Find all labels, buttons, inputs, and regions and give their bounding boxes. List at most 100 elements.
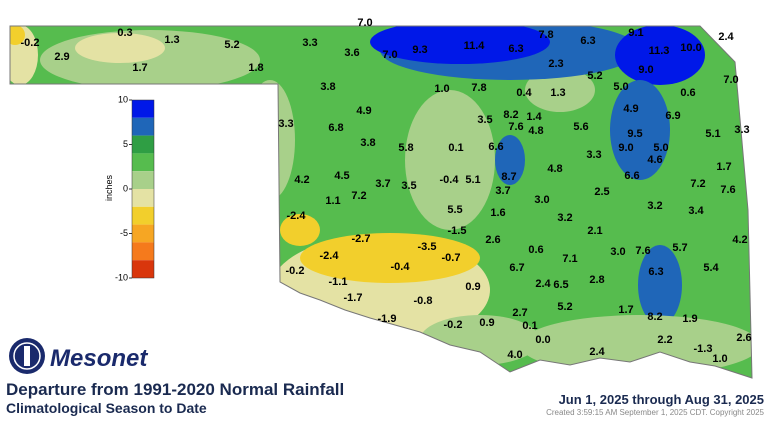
station-value: 1.0 [712,353,727,365]
station-value: -2.4 [320,250,340,262]
station-value: 7.0 [723,74,738,86]
station-value: 5.1 [465,174,480,186]
station-value: 2.9 [54,51,69,63]
station-value: 1.0 [434,83,449,95]
station-value: 2.2 [657,334,672,346]
legend-tick-label: 10 [118,94,128,104]
station-value: 5.6 [573,121,588,133]
legend-swatch [132,206,154,225]
station-value: 6.6 [624,170,639,182]
station-value: -0.2 [21,37,40,49]
created-note: Created 3:59:15 AM September 1, 2025 CDT… [546,408,764,417]
station-value: 4.8 [528,125,543,137]
station-value: 3.7 [495,185,510,197]
station-value: 7.0 [357,17,372,29]
station-value: 6.3 [508,43,523,55]
legend-swatch [132,135,154,154]
station-value: 0.3 [117,27,132,39]
legend-swatch [132,117,154,136]
station-value: 3.2 [557,212,572,224]
legend-swatch [132,153,154,172]
station-value: 1.4 [526,111,542,123]
station-value: -2.4 [287,210,307,222]
station-value: 9.0 [618,142,633,154]
station-value: 9.0 [638,64,653,76]
station-value: 1.6 [490,207,505,219]
station-value: 5.2 [224,39,239,51]
station-value: 7.2 [351,190,366,202]
station-value: 1.3 [550,87,565,99]
station-labels: -0.2 2.9 0.3 1.3 1.7 5.2 1.8 3.3 3.6 7.0 7.0 9.3 11.… [21,17,752,365]
station-value: 3.8 [320,81,335,93]
station-value: 4.2 [732,234,747,246]
station-value: 1.9 [682,313,697,325]
station-value: 8.2 [503,109,518,121]
station-value: -3.5 [418,241,437,253]
station-value: 5.0 [653,142,668,154]
station-value: 5.8 [398,142,413,154]
station-value: 3.2 [647,200,662,212]
station-value: 8.2 [647,311,662,323]
station-value: -0.2 [444,319,463,331]
station-value: 2.3 [548,58,563,70]
station-value: 2.6 [736,332,751,344]
station-value: 5.2 [557,301,572,313]
logo: Mesonet [9,338,148,374]
station-value: 7.1 [562,253,577,265]
station-value: -0.4 [440,174,460,186]
station-value: -0.7 [442,252,461,264]
station-value: 5.1 [705,128,720,140]
station-value: -1.1 [329,276,348,288]
station-value: 3.5 [477,114,492,126]
subtitle: Climatological Season to Date [6,400,207,416]
station-value: 4.9 [356,105,371,117]
station-value: 2.1 [587,225,602,237]
station-value: 6.6 [488,141,503,153]
station-value: 7.6 [720,184,735,196]
station-value: 9.1 [628,27,643,39]
station-value: 6.7 [509,262,524,274]
station-value: 6.9 [665,110,680,122]
station-value: 3.7 [375,178,390,190]
legend-tick-label: -10 [115,272,128,282]
legend-swatch [132,100,154,118]
station-value: 5.4 [703,262,719,274]
station-value: 7.8 [471,82,486,94]
legend-label: inches [104,174,114,201]
station-value: 2.6 [485,234,500,246]
station-value: 0.6 [680,87,695,99]
legend: inches 10 5 0 -5 -10 [104,94,155,282]
station-value: 4.8 [547,163,562,175]
title: Departure from 1991-2020 Normal Rainfall [6,380,344,399]
station-value: 7.6 [508,121,523,133]
station-value: 4.2 [294,174,309,186]
station-value: 5.0 [613,81,628,93]
station-value: -1.3 [694,343,713,355]
station-value: 1.7 [132,62,147,74]
station-value: 3.0 [610,246,625,258]
station-value: 4.5 [334,170,349,182]
station-value: 6.8 [328,122,343,134]
station-value: 0.4 [516,87,532,99]
legend-swatch [132,171,154,189]
station-value: 8.7 [501,171,516,183]
station-value: -1.7 [344,292,363,304]
legend-swatch [132,260,154,278]
station-value: 6.5 [553,279,568,291]
station-value: 0.9 [465,281,480,293]
legend-tick-label: 5 [123,139,128,149]
station-value: 1.8 [248,62,263,74]
station-value: 3.3 [734,124,749,136]
station-value: 3.0 [534,194,549,206]
station-value: 7.6 [635,245,650,257]
station-value: 7.0 [382,49,397,61]
legend-swatch [132,242,154,261]
station-value: 2.5 [594,186,609,198]
station-value: 3.3 [586,149,601,161]
station-value: -1.5 [448,225,467,237]
station-value: 2.4 [718,31,734,43]
station-value: 3.3 [302,37,317,49]
station-value: 4.6 [647,154,662,166]
logo-text: Mesonet [50,345,148,372]
